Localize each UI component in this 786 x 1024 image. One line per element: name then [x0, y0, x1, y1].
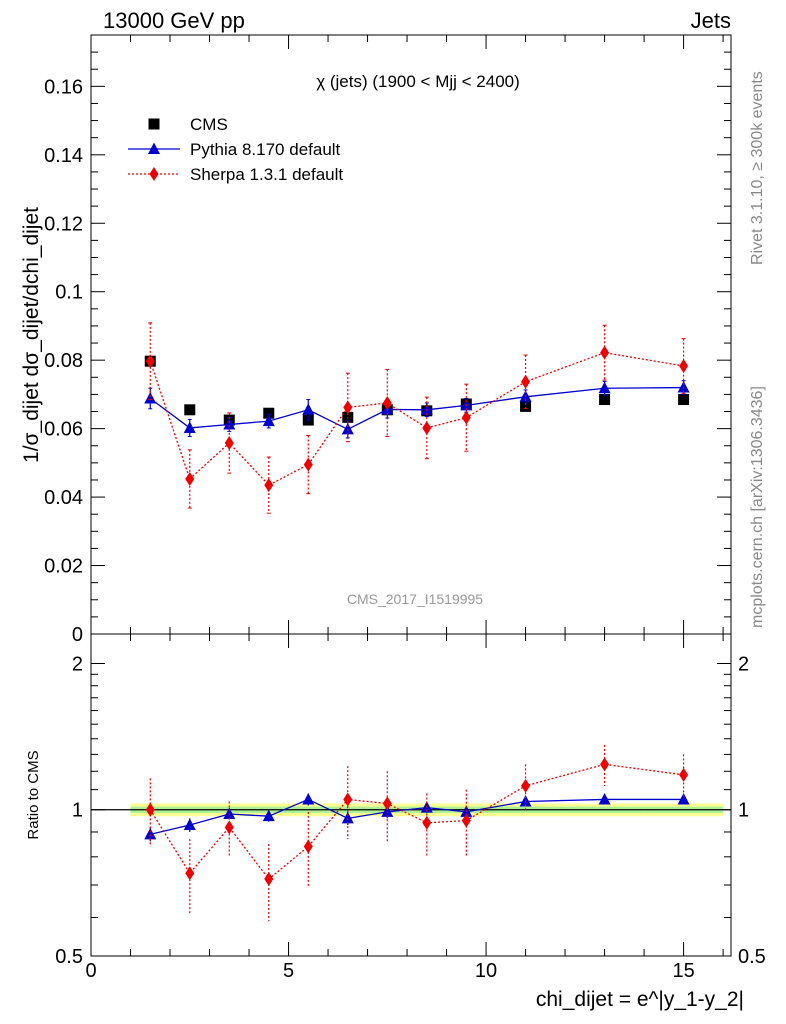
data-point-diamond: [521, 374, 531, 389]
y-tick-label: 0.06: [44, 419, 83, 441]
ratio-point-diamond: [343, 792, 353, 807]
data-point-diamond: [343, 400, 353, 415]
x-tick-label: 0: [85, 960, 96, 982]
data-point-triangle: [341, 422, 354, 435]
legend-marker-triangle: [148, 142, 160, 154]
ratio-point-triangle: [183, 818, 196, 831]
y-tick-label: 0: [72, 624, 83, 646]
ratio-point-diamond: [382, 796, 392, 811]
data-point-triangle: [302, 403, 315, 415]
data-point-square: [520, 400, 532, 412]
ratio-point-diamond: [461, 813, 471, 828]
ratio-point-diamond: [145, 802, 155, 817]
y-tick-label: 0.08: [44, 350, 83, 372]
ratio-y-tick-label: 1: [72, 800, 83, 822]
ratio-point-diamond: [224, 820, 234, 835]
data-point-triangle: [420, 403, 433, 415]
data-point-diamond: [679, 358, 689, 373]
chart-title: χ (jets) (1900 < Mjj < 2400): [316, 72, 520, 91]
legend-label: Pythia 8.170 default: [190, 140, 341, 159]
data-point-triangle: [183, 421, 196, 433]
ratio-point-triangle: [223, 807, 236, 820]
ratio-point-triangle: [381, 805, 394, 817]
ratio-y-tick-label-right: 2: [738, 653, 749, 675]
ratio-point-triangle: [144, 827, 157, 840]
ratio-plot-frame: [90, 633, 732, 957]
data-point-square: [184, 404, 196, 416]
ratio-point-diamond: [185, 866, 195, 881]
ratio-y-axis-label: Ratio to CMS: [25, 750, 42, 839]
ratio-point-diamond: [679, 767, 689, 782]
legend: CMS Pythia 8.170 default Sherpa 1.3.1 defa…: [128, 115, 343, 184]
data-point-diamond: [382, 395, 392, 410]
ratio-y-tick-label: 2: [72, 653, 83, 675]
ratio-series-line-2: [149, 763, 684, 880]
ratio-point-diamond: [303, 839, 313, 854]
data-point-triangle: [262, 414, 275, 427]
data-point-diamond: [461, 410, 471, 425]
ratio-point-triangle: [302, 792, 315, 805]
series-line-2: [149, 351, 684, 486]
y-tick-label: 0.16: [44, 76, 83, 98]
legend-marker-square: [148, 118, 160, 130]
header-left-label: 13000 GeV pp: [103, 8, 245, 33]
data-point-square: [678, 394, 690, 406]
y-tick-label: 0.04: [44, 487, 83, 509]
legend-marker-diamond: [149, 167, 159, 181]
series-line-1: [149, 386, 684, 431]
data-point-square: [263, 407, 275, 419]
x-tick-label: 10: [475, 960, 497, 982]
data-point-diamond: [185, 471, 195, 486]
ratio-point-diamond: [264, 872, 274, 887]
data-point-diamond: [422, 420, 432, 435]
legend-label: Sherpa 1.3.1 default: [190, 165, 343, 184]
ratio-y-tick-label: 0.5: [55, 946, 83, 968]
rivet-version-label: Rivet 3.1.10, ≥ 300k events: [749, 71, 766, 265]
header-right-label: Jets: [691, 8, 731, 33]
data-point-diamond: [600, 345, 610, 360]
data-point-triangle: [223, 418, 236, 430]
main-plot-frame: [90, 34, 732, 635]
mcplots-label: mcplots.cern.ch [arXiv:1306.3436]: [749, 386, 766, 628]
x-tick-label: 5: [283, 960, 294, 982]
y-tick-label: 0.12: [44, 213, 83, 235]
ratio-point-triangle: [262, 809, 275, 822]
ratio-point-triangle: [341, 811, 354, 824]
y-tick-label: 0.14: [44, 145, 83, 167]
y-tick-label: 0.02: [44, 556, 83, 578]
data-point-triangle: [598, 381, 611, 394]
ratio-point-diamond: [600, 757, 610, 772]
data-point-diamond: [145, 354, 155, 369]
y-axis-label: 1/σ_dijet dσ_dijet/dchi_dijet: [20, 207, 43, 463]
ratio-point-triangle: [598, 792, 611, 805]
legend-label: CMS: [190, 115, 228, 134]
data-point-triangle: [144, 392, 157, 404]
ratio-point-diamond: [422, 815, 432, 830]
ratio-point-diamond: [521, 778, 531, 793]
ratio-y-tick-label-right: 0.5: [738, 946, 766, 968]
data-point-diamond: [264, 478, 274, 493]
ratio-y-tick-label-right: 1: [738, 800, 749, 822]
data-point-diamond: [303, 457, 313, 472]
x-axis-label: chi_dijet = e^|y_1-y_2|: [536, 988, 744, 1011]
x-tick-label: 15: [672, 960, 694, 982]
data-point-diamond: [224, 436, 234, 451]
ratio-point-triangle: [677, 792, 690, 805]
y-tick-label: 0.1: [55, 282, 83, 304]
ratio-series-line-1: [150, 798, 684, 835]
data-point-square: [599, 394, 611, 406]
analysis-watermark: CMS_2017_I1519995: [347, 591, 483, 607]
